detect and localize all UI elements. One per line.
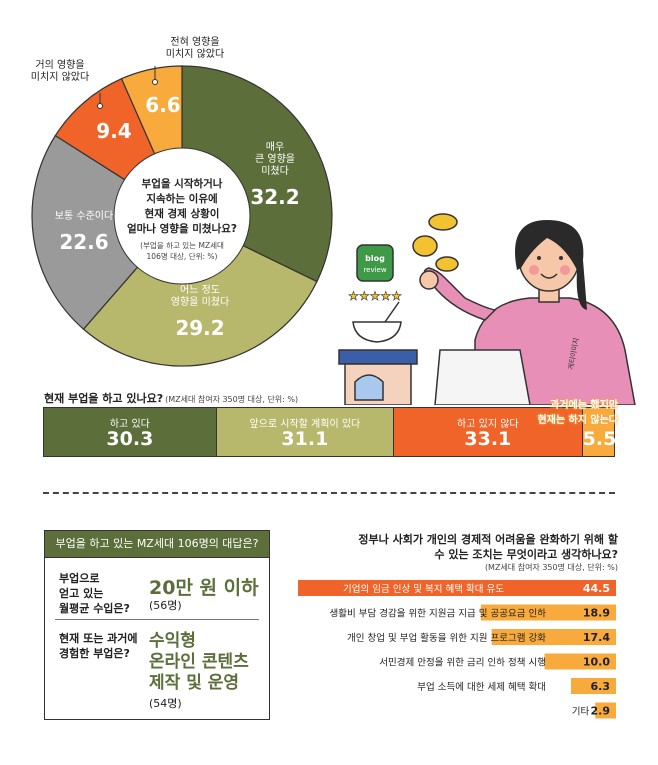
person-hand xyxy=(419,270,439,290)
pie-note-line-2: 106명 대상, 단위: %) xyxy=(147,251,218,261)
stacked-bar-segment-value: 33.1 xyxy=(464,428,512,450)
stacked-bar-segment-value: 31.1 xyxy=(281,428,329,450)
stacked-bar-segment-label: 앞으로 시작할 계획이 있다 xyxy=(249,419,361,430)
pie-slice-label: 미쳤다 xyxy=(261,165,289,177)
answer-income-count: (56명) xyxy=(149,599,182,612)
stacked-bar: 하고 있다 30.3 앞으로 시작할 계획이 있다 31.1 하고 있지 않다 33.1 과… xyxy=(43,400,618,457)
person-cheek xyxy=(529,265,539,275)
pie-slice-value: 9.4 xyxy=(96,119,131,143)
pie-slice-label: 전혀 영향을 xyxy=(170,36,219,48)
hbar-bar xyxy=(480,604,616,621)
hbar-category-label: 부업 소득에 대한 세제 혜택 확대 xyxy=(417,681,546,693)
pie-slice-label: 미치지 않았다 xyxy=(31,71,89,83)
blog-sign-line-2: review xyxy=(363,266,386,274)
illustration: 게티이미지 blog review ★★★★★ xyxy=(338,213,636,405)
hbar-chart: 44.5 기업의 임금 인상 및 복지 혜택 확대 유도 18.9 생활비 부담 경감… xyxy=(298,580,616,719)
pie-slice-value: 29.2 xyxy=(175,316,224,340)
blog-sign-line-1: blog xyxy=(365,254,385,263)
hbar-value-label: 17.4 xyxy=(583,631,610,644)
blog-review-sign-icon xyxy=(356,244,394,282)
stacked-bar-note: (MZ세대 참여자 350명 대상, 단위: %) xyxy=(165,395,299,404)
pie-slice xyxy=(82,215,318,367)
section-divider xyxy=(43,492,615,494)
pie-title-line-3: 현재 경제 상황이 xyxy=(145,207,220,220)
stacked-bar-segment: 하고 있다 30.3 xyxy=(44,408,217,456)
hbar-category-label: 개인 창업 및 부업 활동을 위한 지원 프로그램 강화 xyxy=(347,632,546,644)
hbar-title: 정부나 사회가 개인의 경제적 어려움을 완화하기 위해 할 수 있는 조치는 … xyxy=(358,533,618,561)
coin-icon xyxy=(428,213,458,231)
person-cheek xyxy=(560,265,570,275)
pie-center-circle xyxy=(113,147,251,285)
stacked-bar-segment-label: 과거에는 했지만 현재는 하지 않는다 xyxy=(537,400,619,426)
hbar-category-label: 기업의 임금 인상 및 복지 혜택 확대 유도 xyxy=(343,583,504,595)
stars-icon: ★★★★★ xyxy=(348,289,402,303)
stacked-bar-segment-label: 하고 있다 xyxy=(109,419,150,430)
answer-job-type-count: (54명) xyxy=(149,697,182,710)
shop-window xyxy=(354,374,384,401)
answer-job-type: 수익형 온라인 콘텐츠 제작 및 운영 xyxy=(149,631,249,693)
answer-income: 20만 원 이하 xyxy=(149,577,259,599)
answer-box-header: 부업을 하고 있는 MZ세대 106명의 대답은? xyxy=(45,531,269,558)
coin-icon xyxy=(435,256,459,272)
hbar-bar xyxy=(298,580,616,596)
pie-slice-label: 거의 영향을 xyxy=(35,59,84,71)
hbar-category-label: 서민경제 안정을 위한 금리 인하 정책 시행 xyxy=(379,657,546,669)
hbar-value-label: 18.9 xyxy=(583,607,610,620)
question-job-type: 현재 또는 과거에 경험한 부업은? xyxy=(59,632,138,660)
hbar-bar xyxy=(570,678,616,694)
pie-slice-label: 큰 영향을 xyxy=(255,153,295,165)
person-eye xyxy=(559,256,563,260)
noodle-bowl-icon xyxy=(352,321,402,343)
pie-slice-label: 영향을 미쳤다 xyxy=(171,296,229,308)
hbar-bar xyxy=(544,653,616,670)
pie-title-line-4: 얼마나 영향을 미쳤나요? xyxy=(127,222,237,235)
pie-slice-label: 매우 xyxy=(266,141,284,153)
stacked-bar-title: 현재 부업을 하고 있나요? (MZ세대 참여자 350명 대상, 단위: %) xyxy=(44,390,298,406)
stacked-bar-segment-value: 5.5 xyxy=(582,428,617,450)
chopsticks-icon xyxy=(384,301,400,323)
laptop-icon xyxy=(434,349,531,405)
pie-slice-label: 어느 정도 xyxy=(180,284,220,296)
pie-slice-value: 32.2 xyxy=(250,185,299,209)
answer-box-separator xyxy=(55,619,259,620)
callout-dot-none xyxy=(152,79,158,85)
hbar-value-label: 44.5 xyxy=(583,582,610,595)
callout-dot-slight xyxy=(97,103,103,109)
stacked-bar-segment: 앞으로 시작할 계획이 있다 31.1 xyxy=(216,408,394,456)
hbar-note: (MZ세대 참여자 350명 대상, 단위: %) xyxy=(484,563,618,572)
pie-slice-value: 22.6 xyxy=(59,230,108,254)
pie-note-line-1: (부업을 하고 있는 MZ세대 xyxy=(140,240,224,250)
hbar-value-label: 2.9 xyxy=(591,705,611,718)
question-income: 부업으로 얻고 있는 월평균 수입은? xyxy=(59,572,130,615)
hbar-category-label: 기타 xyxy=(572,707,590,718)
pie-title-line-2: 지속하는 이유에 xyxy=(146,192,217,205)
stacked-bar-title-text: 현재 부업을 하고 있나요? xyxy=(44,392,164,405)
person-arm xyxy=(423,267,497,321)
answer-box: 부업을 하고 있는 MZ세대 106명의 대답은? 부업으로 얻고 있는 월평균… xyxy=(44,530,270,720)
pie-slice xyxy=(31,134,183,330)
stacked-bar-segment-value: 30.3 xyxy=(106,428,154,450)
hbar-bar xyxy=(595,702,616,719)
person-eye xyxy=(537,256,541,260)
pie-slice-label: 보통 수준이다 xyxy=(55,210,113,222)
pie-title-line-1: 부업을 시작하거나 xyxy=(142,177,223,190)
hbar-value-label: 6.3 xyxy=(591,680,611,693)
person-smile xyxy=(540,273,558,279)
pie-slice-label: 미치지 않았다 xyxy=(166,48,224,60)
hbar-category-label: 생활비 부담 경감을 위한 지원금 지급 및 공공요금 인하 xyxy=(330,608,547,620)
coin-icon xyxy=(412,235,438,257)
hbar-value-label: 10.0 xyxy=(583,656,610,669)
hbar-bar xyxy=(491,629,616,645)
stacked-bar-segment-label: 하고 있지 않다 xyxy=(457,419,519,430)
person-hair xyxy=(515,220,587,310)
pie-slice-value: 6.6 xyxy=(145,93,180,117)
shop-roof xyxy=(338,349,418,365)
stacked-bar-segment: 하고 있지 않다 33.1 xyxy=(394,408,583,456)
stacked-bar-segment: 과거에는 했지만 현재는 하지 않는다 5.5 xyxy=(537,400,618,456)
